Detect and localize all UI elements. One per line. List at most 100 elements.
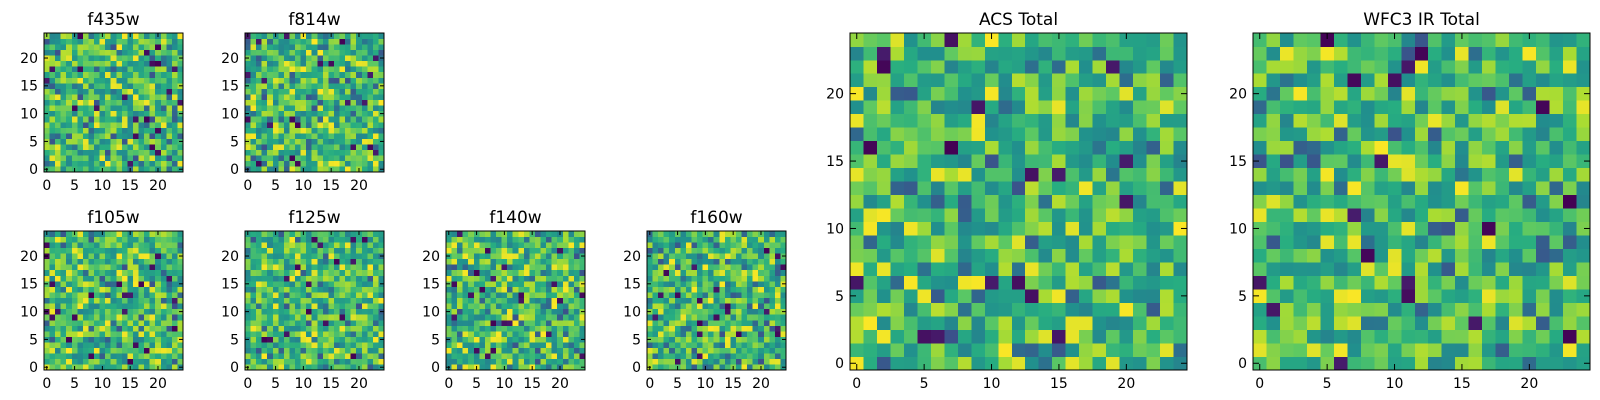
heatmap-cell	[534, 242, 541, 248]
heatmap-cell	[144, 342, 150, 349]
heatmap-cell	[1146, 46, 1161, 61]
heatmap-cell	[769, 319, 776, 326]
heatmap-cell	[944, 127, 959, 142]
heatmap-cell	[890, 262, 905, 276]
heatmap-cell	[311, 88, 318, 95]
heatmap-cell	[295, 353, 301, 360]
heatmap-cell	[311, 94, 318, 101]
heatmap-cell	[138, 155, 145, 162]
heatmap-cell	[55, 236, 61, 243]
heatmap-cell	[998, 302, 1013, 317]
heatmap-cell	[55, 121, 61, 128]
heatmap-cell	[278, 253, 285, 260]
heatmap-cell	[317, 99, 324, 106]
heatmap-cell	[339, 292, 346, 299]
heatmap-cell	[850, 262, 864, 276]
heatmap-cell	[769, 269, 776, 276]
heatmap-cell	[300, 247, 307, 254]
heatmap-cell	[77, 364, 84, 371]
heatmap-cell	[306, 325, 313, 332]
heatmap-cell	[663, 264, 670, 271]
heatmap-cell	[267, 110, 274, 117]
heatmap-cell	[863, 248, 878, 263]
heatmap-cell	[1333, 356, 1348, 371]
heatmap-cell	[166, 358, 173, 365]
heatmap-cell	[138, 325, 145, 332]
heatmap-cell	[300, 325, 307, 332]
heatmap-cell	[99, 303, 106, 310]
heatmap-cell	[1536, 221, 1550, 236]
heatmap-cell	[339, 38, 346, 45]
heatmap-cell	[278, 110, 285, 117]
heatmap-cell	[77, 160, 84, 167]
heatmap-cell	[250, 110, 257, 117]
heatmap-cell	[177, 105, 184, 112]
heatmap-cell	[998, 46, 1013, 61]
heatmap-cell	[876, 33, 891, 47]
heatmap-cell	[160, 121, 167, 128]
heatmap-cell	[317, 88, 324, 95]
heatmap-cell	[66, 71, 73, 78]
heatmap-cell	[769, 258, 776, 265]
heatmap-cell	[283, 99, 290, 106]
heatmap-cell	[356, 319, 363, 326]
heatmap-cell	[719, 275, 726, 282]
heatmap-cell	[289, 236, 296, 243]
heatmap-cell	[245, 144, 251, 151]
heatmap-cell	[930, 140, 945, 155]
heatmap-cell	[1079, 329, 1093, 344]
heatmap-cell	[490, 319, 497, 326]
heatmap-cell	[295, 242, 301, 248]
heatmap-cell	[1293, 181, 1308, 196]
heatmap-cell	[66, 66, 73, 73]
heatmap-cell	[1079, 316, 1093, 330]
heatmap-cell	[680, 325, 687, 332]
heatmap-cell	[1079, 73, 1093, 88]
heatmap-cell	[121, 331, 128, 337]
heatmap-cell	[245, 269, 251, 276]
heatmap-cell	[328, 353, 335, 360]
heatmap-cell	[1092, 343, 1107, 357]
heatmap-cell	[451, 253, 458, 260]
heatmap-cell	[71, 236, 78, 243]
heatmap-cell	[529, 281, 536, 287]
heatmap-cell	[272, 353, 279, 360]
heatmap-cell	[55, 331, 61, 337]
heatmap-cell	[177, 264, 184, 271]
heatmap-cell	[295, 155, 301, 162]
heatmap-cell	[295, 247, 301, 254]
heatmap-cell	[702, 353, 709, 360]
heatmap-cell	[1360, 343, 1375, 357]
heatmap-cell	[529, 292, 536, 299]
heatmap-cell	[984, 194, 999, 209]
heatmap-cell	[890, 329, 905, 344]
heatmap-cell	[99, 258, 106, 265]
heatmap-cell	[372, 44, 379, 50]
heatmap-cell	[322, 342, 329, 349]
heatmap-cell	[245, 347, 251, 354]
heatmap-cell	[876, 59, 891, 74]
heatmap-cell	[1509, 248, 1523, 263]
heatmap-cell	[77, 242, 84, 248]
heatmap-cell	[333, 149, 340, 156]
heatmap-cell	[149, 342, 156, 349]
heatmap-cell	[769, 353, 776, 360]
heatmap-cell	[378, 236, 385, 243]
heatmap-cell	[663, 297, 670, 304]
heatmap-cell	[250, 49, 257, 56]
heatmap-cell	[350, 33, 357, 39]
heatmap-cell	[60, 358, 67, 365]
heatmap-cell	[1509, 194, 1523, 209]
heatmap-cell	[850, 86, 864, 101]
heatmap-cell	[132, 71, 139, 78]
heatmap-cell	[546, 319, 552, 326]
heatmap-cell	[361, 138, 368, 145]
heatmap-cell	[774, 314, 781, 321]
heatmap-cell	[1279, 221, 1294, 236]
y-tick-label: 0	[29, 360, 38, 376]
heatmap-cell	[1079, 356, 1093, 371]
heatmap-cell	[1092, 59, 1107, 74]
heatmap-cell	[468, 231, 475, 237]
heatmap-cell	[127, 44, 134, 50]
heatmap-cell	[82, 336, 89, 343]
